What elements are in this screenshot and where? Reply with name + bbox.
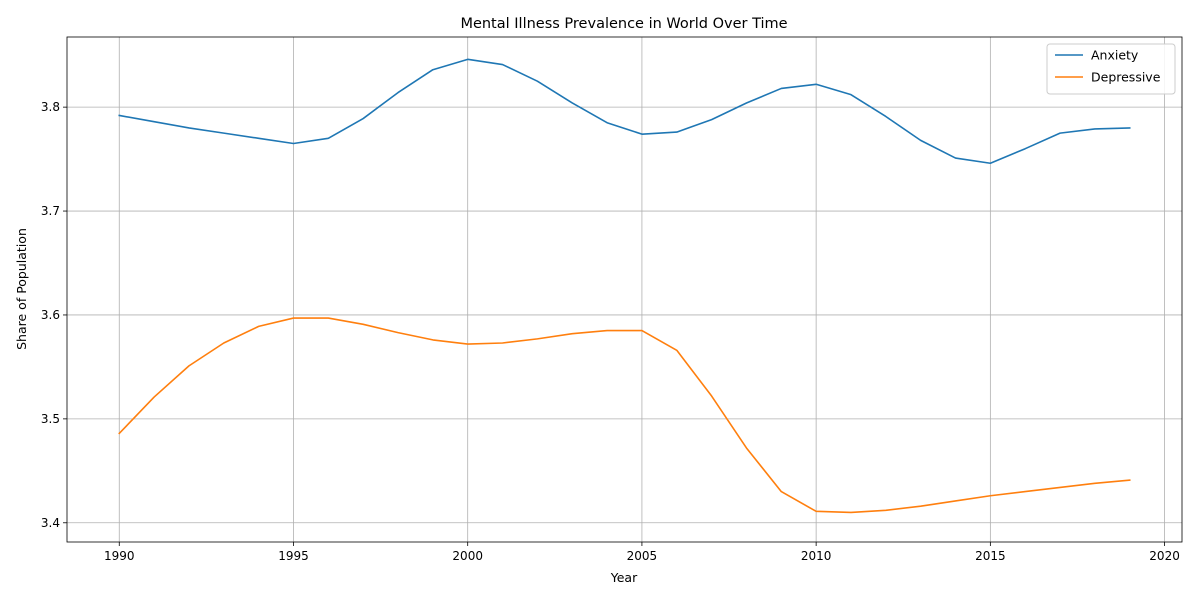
y-axis: 3.4 3.5 3.6 3.7 3.8 bbox=[41, 100, 67, 530]
x-tick-label: 2015 bbox=[975, 549, 1006, 563]
x-tick-label: 2020 bbox=[1149, 549, 1180, 563]
series-line-depressive bbox=[118, 317, 1131, 514]
chart-title: Mental Illness Prevalence in World Over … bbox=[460, 16, 787, 32]
plot-frame bbox=[66, 36, 1183, 543]
y-tick-label: 3.7 bbox=[41, 204, 60, 218]
y-tick-label: 3.8 bbox=[41, 100, 60, 114]
legend-box bbox=[1046, 43, 1176, 95]
grid bbox=[67, 37, 1182, 542]
legend-label: Anxiety bbox=[1091, 48, 1139, 63]
y-tick-label: 3.6 bbox=[41, 308, 60, 322]
series-line-anxiety bbox=[118, 58, 1131, 165]
y-axis-label: Share of Population bbox=[14, 228, 29, 350]
series-layer bbox=[118, 58, 1131, 514]
y-tick-label: 3.4 bbox=[41, 516, 60, 530]
y-tick-label: 3.5 bbox=[41, 412, 60, 426]
x-axis-label: Year bbox=[610, 570, 638, 585]
x-tick-label: 1995 bbox=[278, 549, 309, 563]
x-tick-label: 2005 bbox=[627, 549, 658, 563]
x-tick-label: 1990 bbox=[104, 549, 135, 563]
legend-label: Depressive bbox=[1091, 70, 1161, 85]
x-axis: 1990 1995 2000 2005 2010 2015 2020 bbox=[104, 542, 1180, 563]
x-tick-label: 2010 bbox=[801, 549, 832, 563]
x-tick-label: 2000 bbox=[452, 549, 483, 563]
legend: Anxiety Depressive bbox=[1046, 43, 1176, 95]
